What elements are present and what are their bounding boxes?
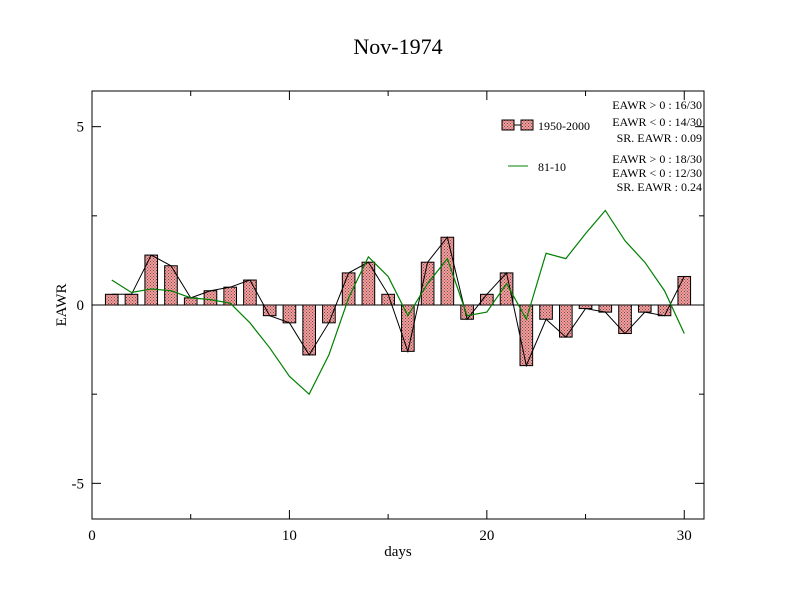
- bar: [124, 293, 139, 306]
- legend-label-81-10: 81-10: [538, 160, 566, 174]
- y-axis-label: EAWR: [54, 284, 70, 327]
- bar-series-line: [111, 236, 685, 368]
- bar: [164, 265, 178, 306]
- x-tick-label: 20: [479, 528, 494, 544]
- bar: [262, 304, 277, 317]
- chart-title: Nov-1974: [353, 34, 442, 59]
- y-tick-label: -5: [72, 476, 85, 492]
- x-tick-label: 10: [282, 528, 297, 544]
- bar: [401, 304, 415, 352]
- x-axis-label: days: [384, 544, 412, 560]
- x-tick-label: 0: [88, 528, 96, 544]
- stats-block: EAWR > 0 : 16/30 EAWR < 0 : 14/30 SR. EA…: [612, 98, 702, 194]
- bar: [282, 304, 297, 324]
- stat-line: SR. EAWR : 0.24: [617, 180, 702, 194]
- legend-label-1950-2000: 1950-2000: [538, 119, 590, 133]
- bar: [460, 304, 474, 320]
- axis-ticks: 0 10 20 30 -5 0 5: [72, 91, 704, 544]
- bar: [637, 304, 652, 313]
- bar: [144, 254, 159, 306]
- y-tick-label: 0: [77, 298, 85, 314]
- legend-swatch-bars: [501, 119, 515, 131]
- bar: [104, 293, 119, 306]
- stat-line: EAWR > 0 : 18/30: [612, 152, 702, 166]
- stat-line: EAWR > 0 : 16/30: [612, 98, 702, 112]
- bar: [519, 304, 534, 367]
- bar: [322, 304, 336, 324]
- bar: [578, 304, 593, 310]
- series-line-81-10: [111, 209, 685, 396]
- bar: [677, 275, 692, 306]
- bar: [243, 279, 257, 306]
- legend: 1950-2000 81-10: [501, 119, 590, 174]
- bar: [381, 293, 395, 306]
- line-series: [111, 209, 685, 396]
- bar: [539, 304, 553, 320]
- bar: [183, 297, 198, 306]
- bar-series: [104, 236, 692, 368]
- stat-line: EAWR < 0 : 14/30: [612, 115, 702, 129]
- y-tick-label: 5: [77, 120, 85, 136]
- bar: [203, 290, 218, 306]
- stat-line: EAWR < 0 : 12/30: [612, 166, 702, 180]
- stat-line: SR. EAWR : 0.09: [617, 131, 702, 145]
- x-tick-label: 30: [677, 528, 692, 544]
- bar: [558, 304, 573, 338]
- legend-swatch-bars-2: [520, 119, 534, 131]
